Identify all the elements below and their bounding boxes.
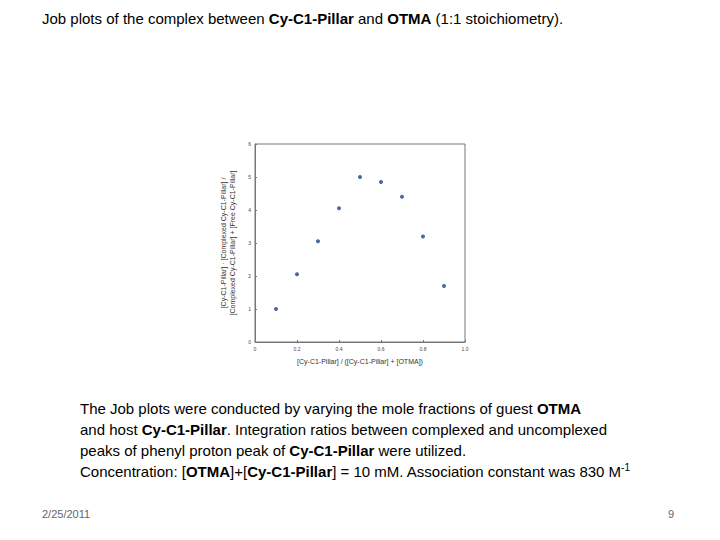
html-text:and host Cy-C1-Pillar. Integra: and host Cy-C1-Pillar. Integration ratio… [80,421,607,438]
html-text:Concentration: [OTMA]+[Cy-C1-P: Concentration: [OTMA]+[Cy-C1-Pillar] = 1… [80,462,630,480]
html-text:peaks of phenyl proton peak of: peaks of phenyl proton peak of Cy-C1-Pil… [80,442,467,459]
svg-text:[Cy-C1-Pillar] / ([Cy-C1-Pilla: [Cy-C1-Pillar] / ([Cy-C1-Pillar] + [OTMA… [297,358,423,366]
svg-text:0.4: 0.4 [336,346,343,352]
svg-text:3: 3 [248,240,251,246]
svg-text:2: 2 [248,273,251,279]
svg-text:1.0: 1.0 [462,346,469,352]
svg-text:[Cy-C1-Pillar] · [Complexed Cy: [Cy-C1-Pillar] · [Complexed Cy-C1-Pillar… [220,178,228,309]
html-text:2/25/2011: 2/25/2011 [42,508,91,520]
svg-text:4: 4 [248,207,251,213]
svg-text:0.6: 0.6 [378,346,385,352]
svg-text:[Complexed Cy-C1-Pillar] + [Fr: [Complexed Cy-C1-Pillar] + [Free Cy-C1-P… [229,171,237,316]
svg-text:0.8: 0.8 [420,346,427,352]
svg-text:1: 1 [248,306,251,312]
html-text:9: 9 [667,508,674,520]
svg-text:0: 0 [254,346,257,352]
html-text:The Job plots were conducted b: The Job plots were conducted by varying … [80,400,582,417]
svg-text:6: 6 [248,141,251,147]
html-text:Job plots of the complex betwe: Job plots of the complex between Cy-C1-P… [42,10,564,27]
svg-text:0: 0 [248,339,251,345]
svg-text:0.2: 0.2 [294,346,301,352]
svg-text:5: 5 [248,174,251,180]
